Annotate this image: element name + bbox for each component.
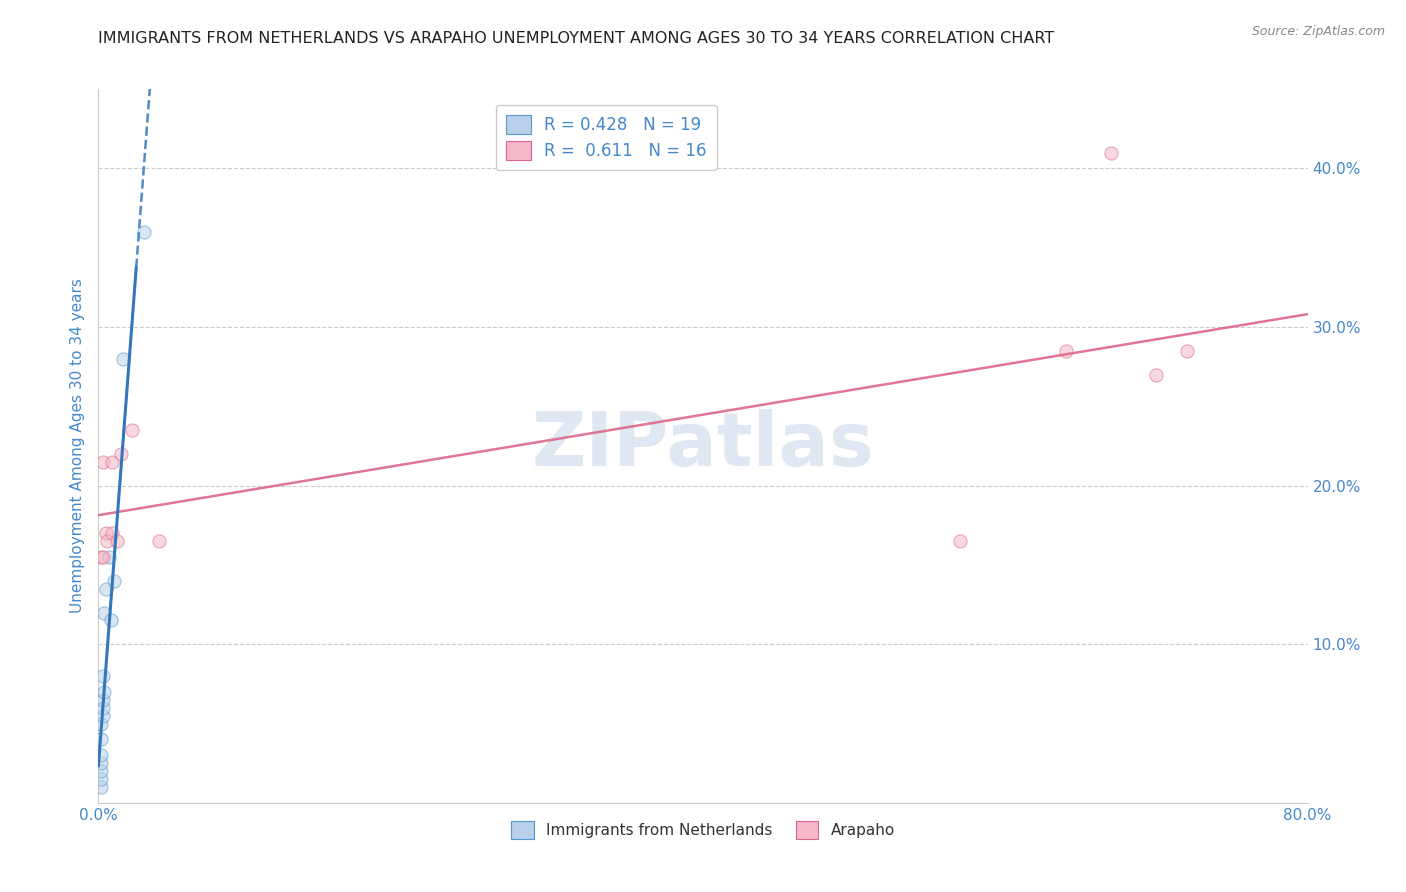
Point — [94, 582, 117, 596]
Point — [98, 549, 121, 564]
Point — [93, 606, 115, 620]
Point — [121, 423, 143, 437]
Point — [949, 534, 972, 549]
Point — [105, 534, 128, 549]
Point — [100, 614, 122, 628]
Point — [90, 756, 112, 771]
Point — [1054, 343, 1077, 358]
Point — [1099, 145, 1122, 160]
Point — [90, 716, 112, 731]
Point — [91, 549, 114, 564]
Text: ZIPatlas: ZIPatlas — [531, 409, 875, 483]
Point — [90, 772, 112, 786]
Point — [96, 534, 118, 549]
Point — [91, 455, 114, 469]
Point — [90, 549, 112, 564]
Point — [101, 526, 124, 541]
Point — [91, 692, 114, 706]
Point — [91, 669, 114, 683]
Point — [90, 764, 112, 778]
Point — [94, 526, 117, 541]
Point — [111, 351, 134, 366]
Point — [103, 574, 125, 588]
Point — [1144, 368, 1167, 382]
Point — [101, 455, 124, 469]
Y-axis label: Unemployment Among Ages 30 to 34 years: Unemployment Among Ages 30 to 34 years — [69, 278, 84, 614]
Point — [91, 700, 114, 714]
Point — [110, 447, 132, 461]
Point — [90, 732, 112, 747]
Point — [148, 534, 170, 549]
Legend: Immigrants from Netherlands, Arapaho: Immigrants from Netherlands, Arapaho — [505, 815, 901, 845]
Point — [90, 780, 112, 794]
Point — [132, 225, 155, 239]
Point — [93, 685, 115, 699]
Text: IMMIGRANTS FROM NETHERLANDS VS ARAPAHO UNEMPLOYMENT AMONG AGES 30 TO 34 YEARS CO: IMMIGRANTS FROM NETHERLANDS VS ARAPAHO U… — [98, 31, 1054, 46]
Point — [91, 708, 114, 723]
Point — [1175, 343, 1198, 358]
Point — [90, 748, 112, 763]
Text: Source: ZipAtlas.com: Source: ZipAtlas.com — [1251, 25, 1385, 38]
